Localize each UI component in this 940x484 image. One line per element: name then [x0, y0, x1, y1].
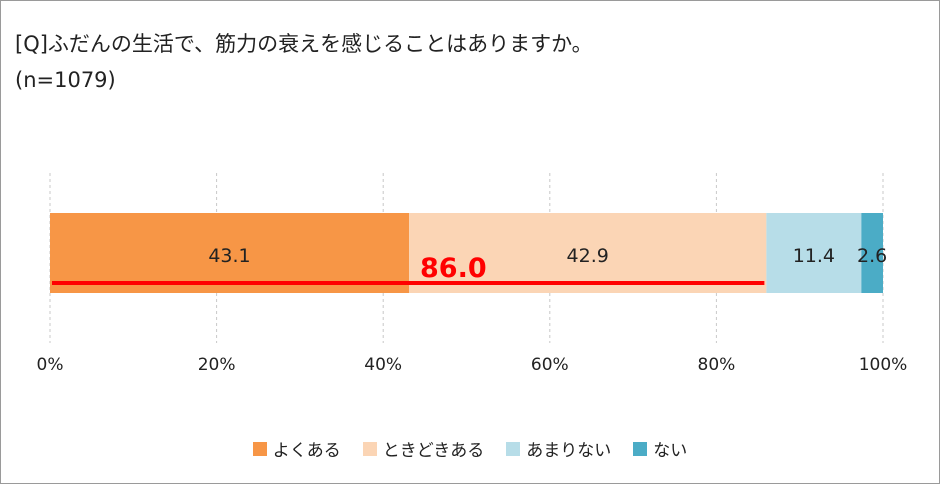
bar-segment-3	[766, 213, 862, 293]
x-tick-label: 80%	[698, 355, 736, 375]
bar-segment-2	[409, 213, 767, 293]
legend-item: ときどきある	[362, 436, 485, 461]
legend-label: ない	[653, 441, 688, 461]
x-tick-label: 20%	[198, 355, 236, 375]
x-tick-label: 0%	[37, 355, 64, 375]
legend-item: よくある	[252, 436, 341, 461]
sample-size-label: (n=1079)	[15, 68, 116, 92]
legend-label: あまりない	[526, 441, 612, 461]
legend-swatch	[252, 441, 267, 456]
legend-label: ときどきある	[382, 441, 485, 461]
legend-label: よくある	[272, 441, 341, 461]
legend-swatch	[506, 441, 521, 456]
data-label: 2.6	[857, 245, 887, 267]
annotation-label: 86.0	[420, 253, 487, 284]
chart-title: [Q]ふだんの生活で、筋力の衰えを感じることはありますか。	[15, 32, 593, 56]
bar-segment-4	[861, 213, 883, 293]
legend-swatch	[362, 441, 377, 456]
legend-item: あまりない	[506, 436, 611, 461]
x-tick-label: 60%	[531, 355, 569, 375]
data-label: 42.9	[567, 245, 609, 267]
bar-segment-1	[50, 213, 410, 293]
legend-item: ない	[633, 436, 687, 461]
data-label: 43.1	[208, 245, 250, 267]
data-label: 11.4	[793, 245, 835, 267]
chart-legend: よくある ときどきある あまりない ない	[0, 436, 940, 461]
x-tick-label: 100%	[859, 355, 908, 375]
x-tick-label: 40%	[364, 355, 402, 375]
legend-swatch	[633, 441, 648, 456]
